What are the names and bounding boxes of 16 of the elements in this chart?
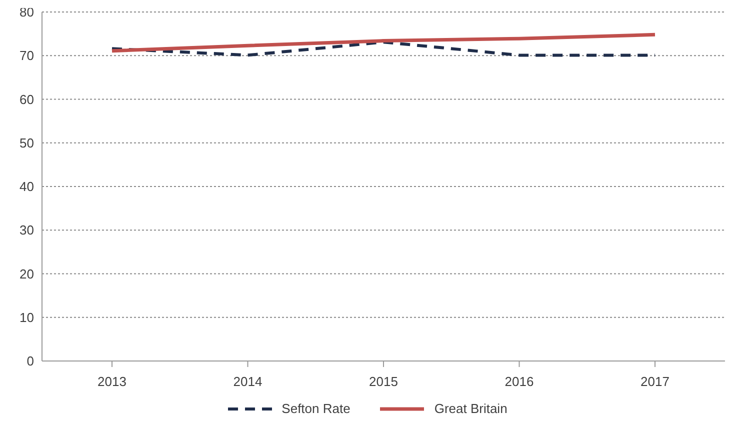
x-tick-label: 2015 — [369, 374, 398, 390]
y-tick-label: 40 — [20, 179, 34, 194]
y-tick-label: 10 — [20, 310, 34, 325]
x-tick-label: 2013 — [98, 374, 126, 390]
x-tick-label: 2017 — [640, 374, 670, 390]
y-tick-label: 60 — [20, 92, 34, 107]
y-tick-label: 20 — [20, 266, 34, 282]
y-tick-label: 0 — [26, 354, 34, 369]
y-tick-label: 70 — [20, 48, 34, 64]
y-tick-label: 30 — [20, 222, 34, 238]
legend-label: Sefton Rate — [280, 401, 350, 416]
x-tick-label: 2016 — [504, 374, 534, 390]
legend-label: Great Britain — [433, 401, 508, 416]
y-tick-label: 50 — [20, 135, 34, 150]
line-series — [110, 32, 657, 53]
x-tick-label: 2014 — [233, 374, 262, 390]
